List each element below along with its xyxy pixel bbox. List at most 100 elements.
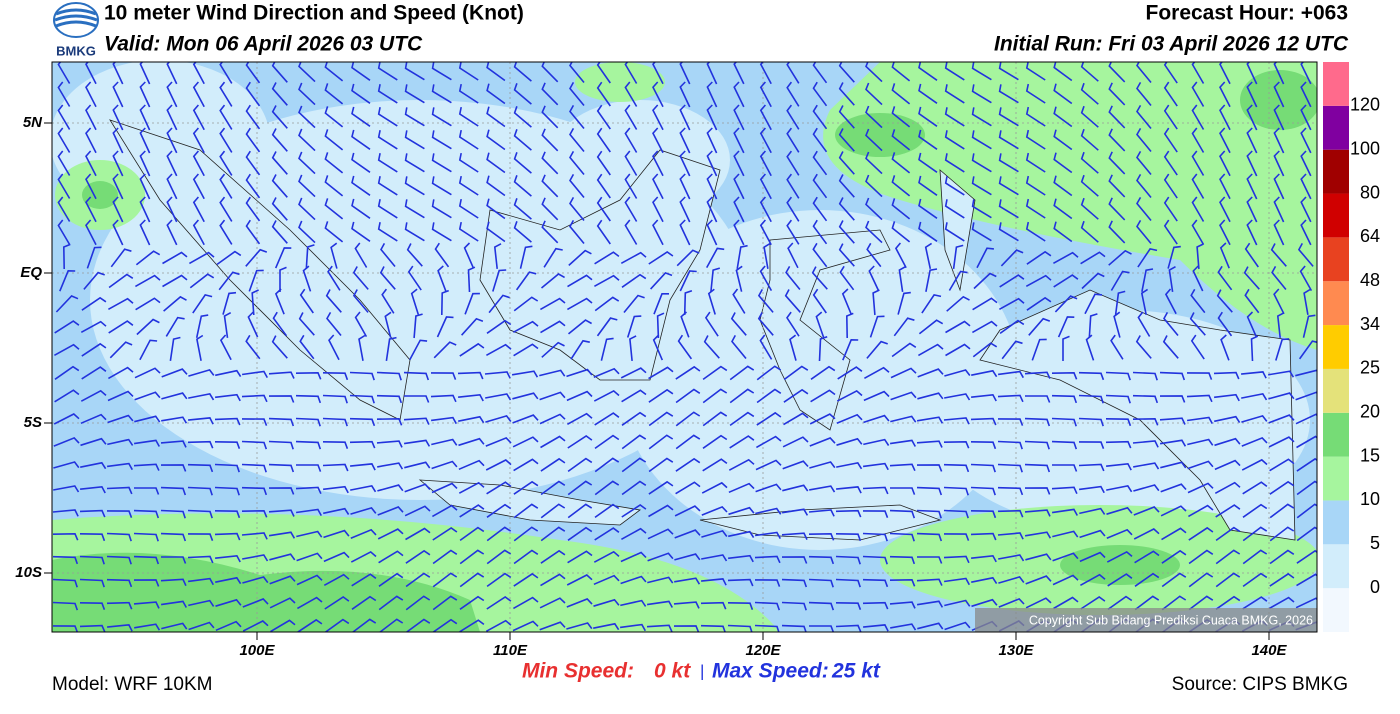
wind-barb xyxy=(1025,83,1046,104)
wind-barb xyxy=(1196,243,1204,270)
wind-barb xyxy=(730,312,747,336)
wind-barb xyxy=(701,554,728,562)
wind-barb xyxy=(650,271,673,290)
wind-barb xyxy=(1134,572,1160,587)
wind-barb xyxy=(1133,484,1160,492)
wind-barb xyxy=(997,394,1024,403)
wind-barb xyxy=(245,173,261,199)
wind-barb xyxy=(921,294,942,314)
wind-barb xyxy=(812,288,827,314)
wind-barb xyxy=(759,127,772,154)
wind-barb xyxy=(139,339,158,361)
wind-barb xyxy=(1163,150,1178,176)
wind-barb xyxy=(54,343,80,357)
wind-barb xyxy=(1188,549,1214,565)
colorbar-swatch xyxy=(1323,62,1349,106)
wind-barb xyxy=(134,367,161,379)
wind-barb xyxy=(241,440,268,450)
wind-barb xyxy=(656,312,665,339)
wind-barb xyxy=(862,601,889,610)
wind-barb xyxy=(917,392,944,400)
wind-barb xyxy=(354,242,368,268)
wind-barb xyxy=(85,173,97,200)
wind-barb xyxy=(214,510,241,519)
wind-barb xyxy=(600,337,614,361)
wind-barb xyxy=(944,176,965,196)
wind-barb xyxy=(944,153,965,173)
wind-barb xyxy=(1300,196,1312,223)
wind-barb xyxy=(515,271,537,291)
wind-barb xyxy=(891,62,911,82)
wind-barb xyxy=(112,62,124,85)
forecast-hour: Forecast Hour: +063 xyxy=(1146,2,1349,25)
wind-barb xyxy=(593,367,620,378)
wind-barb xyxy=(268,531,296,539)
wind-barb xyxy=(79,555,105,565)
wind-barb xyxy=(1078,417,1104,427)
wind-barb xyxy=(838,62,855,83)
wind-barb xyxy=(998,222,1019,242)
wind-barb xyxy=(85,62,97,85)
wind-barb xyxy=(1105,394,1131,404)
wind-barb xyxy=(112,150,124,177)
wind-barb xyxy=(513,175,532,197)
wind-barb xyxy=(381,288,395,314)
wind-barb xyxy=(1269,572,1295,587)
wind-barb xyxy=(680,311,690,338)
wind-barb xyxy=(161,622,188,630)
wind-barb xyxy=(432,527,458,541)
wind-barb xyxy=(214,463,240,473)
wind-barb xyxy=(702,458,728,472)
wind-barb xyxy=(139,196,151,223)
wind-barb xyxy=(295,508,322,516)
wind-barb xyxy=(1186,416,1213,424)
wind-barb xyxy=(134,487,160,495)
wind-barb xyxy=(1080,174,1099,197)
wind-barb xyxy=(324,129,344,151)
wind-barb xyxy=(110,248,132,268)
wind-barb xyxy=(729,435,755,449)
wind-barb xyxy=(918,175,938,196)
wind-barb xyxy=(735,265,743,292)
wind-barb xyxy=(621,504,647,518)
wind-barb xyxy=(1106,528,1133,539)
valid-time: Valid: Mon 06 April 2026 03 UTC xyxy=(104,33,423,56)
wind-barb xyxy=(1187,482,1214,494)
wind-barb xyxy=(404,176,425,196)
wind-barb xyxy=(675,365,701,380)
wind-barb xyxy=(298,151,316,175)
wind-barb xyxy=(431,130,452,150)
wind-barb xyxy=(539,597,566,609)
wind-barb xyxy=(1295,597,1317,609)
logo-text: BMKG xyxy=(56,43,96,58)
wind-barb xyxy=(596,62,611,84)
wind-barb xyxy=(85,219,97,246)
wind-barb xyxy=(1053,198,1073,220)
wind-barb xyxy=(188,368,215,377)
wind-barb xyxy=(223,311,232,339)
wind-barb xyxy=(972,342,998,358)
wind-barb xyxy=(379,266,396,290)
wind-barb xyxy=(624,104,638,130)
wind-barb xyxy=(836,437,863,446)
wind-barb xyxy=(80,461,107,470)
wind-barb xyxy=(351,618,377,632)
wind-barb xyxy=(1300,173,1312,200)
wind-barb xyxy=(298,105,316,129)
wind-barb xyxy=(108,297,134,311)
wind-barb xyxy=(1024,417,1051,427)
wind-barb xyxy=(410,288,420,315)
wind-barb xyxy=(970,486,996,496)
wind-barb xyxy=(486,481,512,495)
wind-barb xyxy=(890,415,917,423)
wind-barb xyxy=(729,411,755,427)
wind-barb xyxy=(1062,335,1070,361)
wind-barb xyxy=(997,463,1023,473)
wind-barb xyxy=(1105,440,1132,449)
wind-barb xyxy=(1079,529,1106,539)
wind-barb xyxy=(971,576,998,585)
wind-barb xyxy=(431,438,458,446)
wind-barb xyxy=(948,270,968,291)
wind-barb xyxy=(1053,83,1073,105)
wind-barb xyxy=(1246,62,1258,85)
